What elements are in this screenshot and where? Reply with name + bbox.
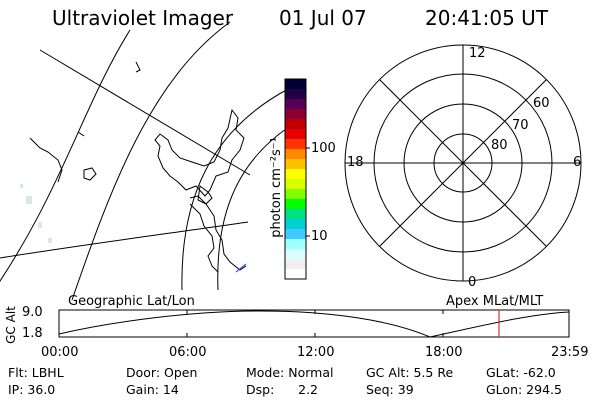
- info-filter: Flt: LBHL: [8, 365, 64, 380]
- altitude-plot-frame: [58, 309, 570, 338]
- x-tick-label: 12:00: [297, 345, 335, 360]
- colorbar-swatch: [285, 79, 306, 90]
- blue-coast-segment: [235, 263, 247, 273]
- colorbar-swatch: [285, 239, 306, 250]
- date-label: 01 Jul 07: [279, 6, 367, 30]
- map-grid-line: [71, 21, 231, 301]
- info-glat: GLat: -62.0: [486, 365, 556, 380]
- colorbar-swatch: [285, 129, 306, 140]
- mlt-label-dusk: 18: [347, 155, 364, 170]
- info-door: Door: Open: [126, 365, 198, 380]
- lat-label-80: 80: [491, 138, 508, 153]
- colorbar-swatch: [285, 159, 306, 170]
- info-dsp: Dsp: 2.2: [246, 382, 319, 397]
- colorbar-swatch: [285, 219, 306, 230]
- geographic-map: [0, 21, 301, 301]
- info-glon: GLon: 294.5: [486, 382, 562, 397]
- colorbar-tick-label: 10: [311, 229, 328, 244]
- x-tick-label: 23:59: [551, 345, 589, 360]
- info-mode: Mode: Normal: [246, 365, 334, 380]
- colorbar-swatch: [285, 119, 306, 130]
- colorbar-swatch: [285, 99, 306, 110]
- x-tick-label: 00:00: [41, 345, 79, 360]
- x-tick-label: 18:00: [425, 345, 463, 360]
- colorbar-swatch: [285, 179, 306, 190]
- time-label: 20:41:05 UT: [425, 6, 549, 30]
- mlt-label-noon: 12: [469, 46, 486, 61]
- map-grid-line: [39, 49, 251, 176]
- y-tick-label: 9.0: [22, 305, 43, 320]
- coastline: [154, 108, 245, 197]
- colorbar-swatch: [285, 149, 306, 160]
- polar-plot: [344, 44, 582, 282]
- coastline: [135, 61, 141, 73]
- info-seq: Seq: 39: [366, 382, 414, 397]
- apex-label: Apex MLat/MLT: [446, 294, 544, 309]
- mlt-label-dawn: 6: [573, 155, 582, 170]
- colorbar-swatch: [285, 189, 306, 200]
- coastline: [197, 185, 213, 205]
- info-gc-alt: GC Alt: 5.5 Re: [366, 365, 454, 380]
- colorbar-unit-label: photon cm⁻²s⁻¹: [268, 137, 284, 238]
- colorbar-swatch: [285, 139, 306, 150]
- map-grid-line: [0, 29, 131, 282]
- colorbar-swatch: [285, 89, 306, 100]
- x-tick-label: 06:00: [169, 345, 207, 360]
- lat-label-60: 60: [533, 96, 550, 111]
- colorbar-swatch: [285, 249, 306, 260]
- colorbar-swatch: [285, 269, 306, 280]
- coastline: [189, 203, 219, 273]
- altitude-curve: [58, 310, 570, 338]
- colorbar-swatch: [285, 169, 306, 180]
- geographic-label: Geographic Lat/Lon: [68, 294, 195, 309]
- y-tick-label: 1.8: [22, 326, 43, 341]
- app-title: Ultraviolet Imager: [52, 6, 234, 30]
- colorbar-swatch: [285, 109, 306, 120]
- info-ip: IP: 36.0: [8, 382, 56, 397]
- mlt-line-diagonal: [379, 79, 547, 247]
- colorbar-swatch: [285, 229, 306, 240]
- coastline: [77, 131, 85, 137]
- mlt-label-midnight: 0: [468, 275, 477, 290]
- y-axis-label: GC Alt: [3, 306, 18, 344]
- map-grid-line: [217, 119, 301, 291]
- colorbar-swatch: [285, 199, 306, 210]
- faint-speckle: [20, 184, 52, 243]
- lat-label-70: 70: [512, 118, 529, 133]
- colorbar-tick-label: 100: [311, 141, 336, 156]
- colorbar: [285, 79, 306, 280]
- colorbar-swatch: [285, 259, 306, 270]
- colorbar-swatch: [285, 209, 306, 220]
- coastline: [29, 137, 63, 183]
- colorbar-frame: [284, 78, 307, 280]
- coastline: [189, 195, 247, 271]
- map-grid-line: [0, 221, 249, 259]
- coastline: [83, 167, 97, 181]
- map-grid-line: [181, 87, 291, 291]
- info-gain: Gain: 14: [126, 382, 179, 397]
